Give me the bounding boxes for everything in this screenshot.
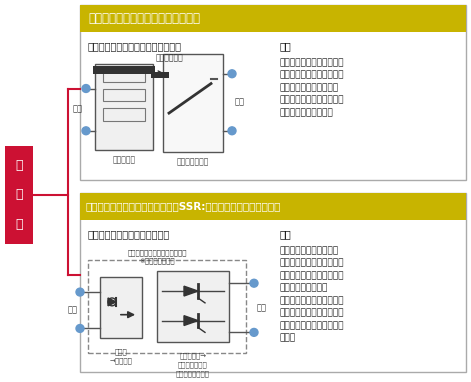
Text: 信号を伝える（動きを伝える）: 信号を伝える（動きを伝える） (127, 249, 187, 256)
Polygon shape (108, 298, 116, 306)
Bar (163, 54, 223, 152)
Bar (100, 277, 142, 338)
Text: リ: リ (15, 159, 23, 172)
Text: 機械的な動きで信号を伝えるリレー: 機械的な動きで信号を伝えるリレー (88, 41, 182, 51)
Bar (80, 193, 466, 372)
Polygon shape (184, 316, 198, 325)
Text: 電磁部
→入力回路: 電磁部 →入力回路 (110, 348, 132, 364)
Text: 入力: 入力 (73, 105, 83, 114)
Text: スイッチ部→
半導体スイッチ
（サイリスタ等）: スイッチ部→ 半導体スイッチ （サイリスタ等） (176, 352, 210, 377)
Circle shape (82, 127, 90, 135)
Text: 出力: 出力 (257, 303, 267, 312)
Circle shape (76, 288, 84, 296)
Text: 特徴: 特徴 (280, 41, 292, 51)
Bar (103, 108, 145, 121)
Bar (80, 193, 466, 220)
Circle shape (76, 325, 84, 332)
Bar (5, 146, 33, 244)
Circle shape (250, 329, 258, 336)
Circle shape (82, 84, 90, 92)
Bar (95, 64, 153, 151)
Text: ー: ー (15, 218, 23, 231)
Text: 有接点リレーと異なり、
機械的な駆動部を持たず、
半導体または、電子部品で
構成されています。
信号や電流、電圧の「入」
「切」は、これらの電子回
路の働きで電: 有接点リレーと異なり、 機械的な駆動部を持たず、 半導体または、電子部品で 構成… (280, 246, 344, 342)
Text: ※フォトカプラ等: ※フォトカプラ等 (139, 257, 175, 264)
Text: 有接点リレー（メカニカルリレー）: 有接点リレー（メカニカルリレー） (88, 12, 200, 25)
Text: 「電磁部」: 「電磁部」 (113, 156, 136, 165)
Bar (93, 66, 155, 74)
Circle shape (228, 127, 236, 135)
Text: 入力: 入力 (68, 305, 78, 314)
Bar (103, 89, 145, 101)
Bar (103, 69, 145, 82)
Bar (88, 260, 246, 353)
Text: 接点を有しており、電磁石
の力を利用して機械的に接
点を開閉させることで、
信号や電流、電圧を「入」
「切」するものです。: 接点を有しており、電磁石 の力を利用して機械的に接 点を開閉させることで、 信号… (280, 58, 344, 117)
Text: 出力: 出力 (235, 98, 245, 107)
Text: 電子回路で信号を伝えるリレー: 電子回路で信号を伝えるリレー (88, 229, 170, 239)
Bar (151, 72, 169, 78)
Circle shape (250, 279, 258, 287)
Text: 無接点リレー（半導体リレー）　SSR:ソリッドステート・リレー: 無接点リレー（半導体リレー） SSR:ソリッドステート・リレー (86, 202, 281, 212)
Text: 「スイッチ部」: 「スイッチ部」 (177, 158, 209, 167)
Bar (80, 5, 466, 32)
Bar (157, 272, 229, 342)
Polygon shape (184, 286, 198, 296)
Text: 動きを伝える: 動きを伝える (156, 53, 184, 62)
Text: レ: レ (15, 188, 23, 201)
Circle shape (228, 70, 236, 78)
Bar (80, 5, 466, 180)
Text: 特徴: 特徴 (280, 229, 292, 239)
